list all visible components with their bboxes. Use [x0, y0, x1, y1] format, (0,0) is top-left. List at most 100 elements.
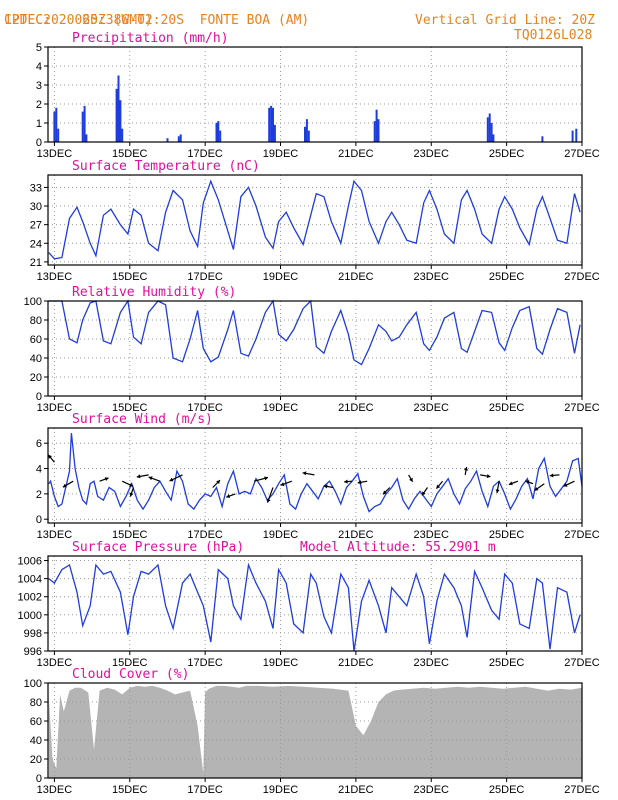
panel-title-cloud: Cloud Cover (%)	[72, 667, 189, 682]
x-tick-label: 27DEC	[564, 657, 600, 669]
precip-bar	[179, 134, 182, 142]
y-tick-label: 996	[24, 646, 42, 658]
panel-frame	[47, 427, 583, 524]
precip-bar	[177, 136, 180, 142]
panel-temperature: 21 24 27 30 33 13DEC 15DEC 17DEC 19DEC 21DEC 23DEC…	[30, 159, 600, 283]
x-tick-label: 13DEC	[37, 271, 73, 283]
panel-frame	[47, 682, 583, 779]
wind-vector-head	[136, 474, 141, 479]
wind-vector-head	[264, 476, 268, 481]
panel-wind: 0 2 4 6 13DEC 15DEC 17DEC 19DEC 21DEC 23DEC 25DEC 2…	[36, 412, 600, 541]
y-tick-label: 21	[30, 257, 42, 269]
wind-vector-head	[169, 477, 174, 482]
y-tick-label: 20	[30, 754, 42, 766]
temperature-line	[48, 179, 581, 260]
x-tick-label: 27DEC	[564, 784, 600, 796]
precip-bar	[81, 111, 84, 142]
precip-bar	[307, 130, 310, 142]
x-tick-label: 15DEC	[112, 529, 148, 541]
x-tick-label: 17DEC	[187, 148, 223, 160]
y-tick-label: 24	[30, 238, 42, 250]
header-date: 12DEC2020 20Z (GMT)	[4, 13, 153, 28]
wind-vector-head	[302, 471, 307, 476]
precip-bar	[53, 111, 56, 142]
y-tick-label: 1	[36, 118, 42, 130]
precip-bar	[166, 138, 169, 142]
wind-vector-head	[409, 477, 413, 482]
y-tick-label: 1000	[18, 610, 42, 622]
y-tick-label: 33	[30, 182, 42, 194]
header-title: CPTEC: 065:38W-02:20S FONTE BOA (AM)	[4, 0, 309, 28]
header-grid-line: Vertical Grid Line: 20Z	[415, 13, 596, 28]
y-tick-label: 27	[30, 220, 42, 232]
x-tick-label: 19DEC	[263, 784, 299, 796]
x-tick-label: 19DEC	[263, 271, 299, 283]
wind-vector-head	[148, 476, 153, 481]
header-model-code: TQ0126L028	[514, 28, 593, 43]
precip-bar	[304, 126, 306, 142]
x-tick-label: 19DEC	[263, 148, 299, 160]
panel-cloud: 0 20 40 60 80 100 13DEC 15DEC 17DEC 19DEC 21DEC 23D…	[24, 667, 600, 796]
x-tick-label: 17DEC	[187, 784, 223, 796]
humidity-line	[48, 299, 581, 366]
x-tick-label: 25DEC	[489, 148, 525, 160]
x-tick-label: 13DEC	[37, 657, 73, 669]
panel-title-precipitation: Precipitation (mm/h)	[72, 31, 229, 46]
wind-vector-head	[563, 483, 568, 487]
x-tick-label: 21DEC	[338, 271, 374, 283]
wind-vector-head	[495, 489, 500, 493]
wind-line	[48, 433, 583, 513]
y-tick-label: 4	[36, 464, 42, 476]
x-tick-label: 13DEC	[37, 529, 73, 541]
precip-bar	[85, 134, 88, 142]
wind-vector-head	[129, 483, 134, 487]
precip-bar	[217, 121, 220, 142]
x-tick-label: 27DEC	[564, 271, 600, 283]
precip-bar	[119, 100, 122, 142]
x-tick-label: 17DEC	[187, 271, 223, 283]
wind-vector-head	[280, 482, 285, 487]
precip-bar	[55, 107, 58, 142]
y-tick-label: 0	[36, 391, 42, 403]
panel-pressure: 996 998 1000 1002 1004 1006 13DEC 15DEC 17DEC 19D…	[18, 540, 600, 669]
precip-bar	[541, 136, 544, 142]
panel-precipitation: 0 1 2 3 4 5 13DEC 15DEC 17DEC 19DEC 21DEC 23DEC 25DE…	[36, 31, 600, 160]
x-tick-label: 21DEC	[338, 402, 374, 414]
x-tick-label: 15DEC	[112, 402, 148, 414]
precip-bar	[377, 119, 380, 142]
x-tick-label: 19DEC	[263, 402, 299, 414]
x-tick-label: 13DEC	[37, 784, 73, 796]
y-tick-label: 1004	[18, 574, 42, 586]
y-tick-label: 1002	[18, 592, 42, 604]
x-tick-label: 25DEC	[489, 784, 525, 796]
x-tick-label: 25DEC	[489, 271, 525, 283]
precip-bar	[270, 105, 273, 142]
x-tick-label: 21DEC	[338, 148, 374, 160]
precip-bar	[273, 124, 276, 142]
x-tick-label: 27DEC	[564, 402, 600, 414]
panel-title-wind: Surface Wind (m/s)	[72, 412, 213, 427]
wind-vector-head	[104, 477, 109, 481]
y-tick-label: 30	[30, 201, 42, 213]
wind-vector-head	[383, 490, 387, 495]
y-tick-label: 5	[36, 42, 42, 54]
x-tick-label: 25DEC	[489, 657, 525, 669]
precip-bar	[575, 128, 578, 142]
x-tick-label: 17DEC	[187, 657, 223, 669]
wind-vector-head	[129, 492, 134, 497]
panel-frame	[47, 46, 583, 143]
x-tick-label: 23DEC	[414, 529, 450, 541]
y-tick-label: 2	[36, 489, 42, 501]
y-tick-label: 998	[24, 628, 42, 640]
wind-vector-head	[486, 474, 491, 479]
precip-bar	[375, 109, 378, 142]
x-tick-label: 25DEC	[489, 529, 525, 541]
y-tick-label: 4	[36, 61, 42, 73]
precip-bar	[305, 119, 308, 142]
wind-vector-head	[323, 484, 328, 489]
y-tick-label: 1006	[18, 556, 42, 568]
panel-frame	[47, 555, 583, 652]
precip-bar	[215, 123, 218, 142]
y-tick-label: 40	[30, 353, 42, 365]
precip-bar	[117, 75, 120, 142]
